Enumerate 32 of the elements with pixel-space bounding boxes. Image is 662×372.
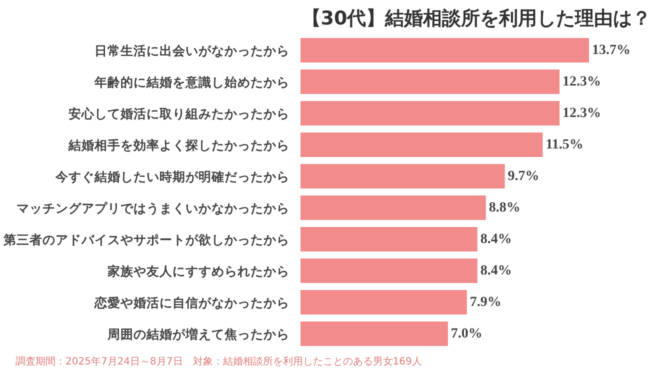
y-tick-label: 結婚相手を効率よく探したかったから [68, 137, 290, 152]
bar [300, 226, 478, 252]
y-tick-label: 安心して婚活に取り組みたかったから [68, 106, 290, 121]
data-label: 8.4% [480, 232, 512, 247]
data-label: 8.8% [488, 200, 520, 216]
y-tick-label: 家族や友人にすすめられたから [106, 263, 290, 278]
data-label: 7.9% [470, 294, 502, 310]
data-label: 8.4% [480, 263, 512, 278]
bar [300, 290, 467, 315]
y-tick-label: 第三者のアドバイスやサポートが欲しかったから [2, 232, 290, 247]
data-label: 9.7% [508, 168, 540, 184]
bar [300, 164, 505, 189]
data-label: 13.7% [592, 42, 631, 58]
data-label: 7.0% [450, 326, 482, 342]
y-tick-label: マッチングアプリではうまくいかなかったから [16, 200, 290, 216]
y-tick-label: 恋愛や婚活に自信がなかったから [94, 294, 290, 310]
data-label: 12.3% [562, 106, 602, 121]
bar [300, 258, 478, 284]
bar [300, 38, 590, 63]
y-tick-label: 今すぐ結婚したい時期が明確だったから [54, 168, 290, 184]
data-label: 12.3% [562, 74, 602, 90]
y-tick-label: 日常生活に出会いがなかったから [94, 42, 290, 58]
y-tick-label: 年齢的に結婚を意識し始めたから [94, 74, 290, 90]
chart-title: 【30代】結婚相談所を利用した理由は？ [302, 8, 652, 30]
data-label: 11.5% [546, 137, 584, 152]
bar [300, 195, 486, 220]
bar [300, 321, 448, 346]
y-tick-label: 周囲の結婚が増えて焦ったから [106, 326, 290, 342]
text: 調査期間：2025年7月24日～8月7日 対象：結婚相談所を利用したことのある男女169人 [16, 356, 422, 368]
bar [300, 69, 560, 94]
bar [300, 132, 543, 158]
bar [300, 100, 560, 126]
